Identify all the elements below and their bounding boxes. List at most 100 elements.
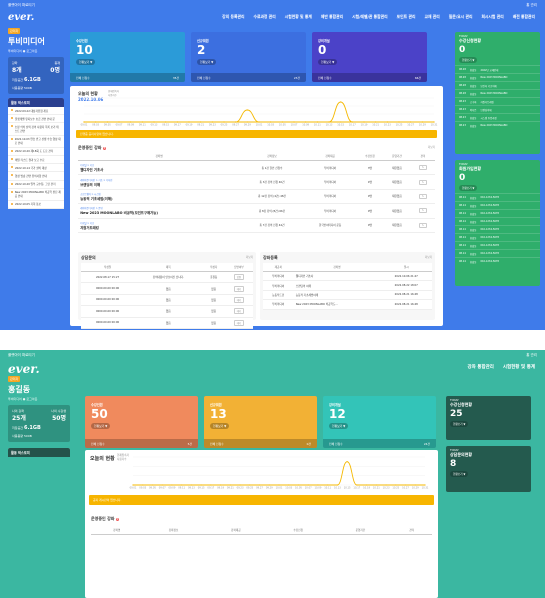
- card-view-button[interactable]: 현황보기 ▼: [76, 59, 96, 65]
- data-point[interactable]: [307, 484, 309, 486]
- data-point[interactable]: [375, 121, 377, 123]
- data-point[interactable]: [132, 484, 134, 486]
- data-point[interactable]: [118, 121, 120, 123]
- table-row[interactable]: 2022.08.17 15:27 강의내용이 안보이신 습니다. 홍길동 답변: [81, 271, 253, 284]
- data-point[interactable]: [398, 121, 400, 123]
- data-point[interactable]: [130, 121, 132, 123]
- data-point[interactable]: [433, 121, 435, 123]
- table-row[interactable]: 투비미디어 New 2023 MOONLABO 비공학도... 2022.08.21…: [263, 299, 432, 310]
- nav-item[interactable]: 질문/요시 관리: [448, 14, 473, 19]
- data-point[interactable]: [414, 484, 416, 486]
- status-item[interactable]: 08.23 고구마 자원거트래킹: [455, 97, 540, 105]
- card-view-button[interactable]: 현황보기 ▼: [210, 423, 230, 429]
- status-item[interactable]: 08.14 홍길동 010-1234-5678: [455, 233, 540, 241]
- data-point[interactable]: [278, 484, 280, 486]
- profile-sub[interactable]: 투비미디어 ● 로그아웃: [8, 397, 38, 401]
- data-point[interactable]: [211, 121, 213, 123]
- data-point[interactable]: [288, 484, 290, 486]
- edit-icon[interactable]: ✎: [418, 165, 427, 171]
- topbar-user[interactable]: 홍 관리: [526, 353, 537, 357]
- data-point[interactable]: [410, 121, 412, 123]
- table-row[interactable]: 0000.00.00 00:00 없음 없음 대기: [81, 305, 253, 318]
- activity-item[interactable]: 2022.10.03 연습 반고 선생 수습 영상 대로 안내: [8, 136, 64, 148]
- nav-item[interactable]: 제반 통합관리: [320, 14, 344, 19]
- data-point[interactable]: [316, 121, 318, 123]
- data-point[interactable]: [246, 109, 248, 111]
- data-point[interactable]: [190, 484, 192, 486]
- nav-item[interactable]: 희시시험 관리: [481, 14, 504, 19]
- course-name[interactable]: 브랜딩의 이해: [80, 182, 101, 187]
- card-view-button[interactable]: 현황보기 ▼: [91, 423, 111, 429]
- table-row[interactable]: 투비미디어 웹디자인 기초사 2022.10.06 21:47: [263, 271, 432, 282]
- data-point[interactable]: [171, 484, 173, 486]
- data-point[interactable]: [268, 484, 270, 486]
- card-view-button[interactable]: 현황보기 ▼: [197, 59, 217, 65]
- status-view-button[interactable]: 현황보기 ▼: [459, 185, 478, 191]
- status-view-button[interactable]: 현황보기 ▼: [450, 421, 469, 427]
- data-point[interactable]: [404, 484, 407, 486]
- course-name[interactable]: 웹디자인 기초사: [80, 168, 104, 173]
- courses-more-link[interactable]: 더보기: [427, 146, 435, 149]
- table-row[interactable]: 능동적드린 능동적 기초세법이해 2022.08.21 16:48: [263, 290, 432, 301]
- logo[interactable]: ever.: [8, 362, 40, 376]
- data-point[interactable]: [340, 121, 342, 123]
- nav-item[interactable]: 강좌 통합관리: [467, 365, 494, 370]
- data-point[interactable]: [340, 101, 342, 103]
- edit-icon[interactable]: ✎: [418, 222, 427, 228]
- data-point[interactable]: [363, 121, 365, 123]
- data-point[interactable]: [200, 484, 202, 486]
- data-point[interactable]: [421, 121, 423, 123]
- notice-bar[interactable]: 진행중 공지사항이 없습니다.: [76, 130, 437, 138]
- nav-item[interactable]: 교재 관리: [424, 14, 440, 19]
- nav-item[interactable]: 수료과정 관리: [253, 14, 276, 19]
- logo[interactable]: ever.: [8, 12, 35, 23]
- status-item[interactable]: 08.14 홍길동 010-1234-5678: [455, 257, 540, 265]
- activity-item[interactable]: 2022.09.22 대상자유형 개요: [8, 107, 64, 116]
- data-point[interactable]: [239, 484, 241, 486]
- data-point[interactable]: [270, 121, 272, 123]
- activity-item[interactable]: 메일 리스트 결과 보고 수료: [8, 156, 64, 165]
- data-point[interactable]: [188, 121, 190, 123]
- status-item[interactable]: 08.28 홍길동 New 2023 MOONLABO: [455, 89, 540, 97]
- status-item[interactable]: 08.14 홍길동 010-1234-5678: [455, 225, 540, 233]
- status-item[interactable]: 08.28 홍길동 2022년 교재안내: [455, 65, 540, 73]
- edit-icon[interactable]: ✎: [418, 208, 427, 214]
- status-item[interactable]: 08.28 홍길동 보린자 기초이해: [455, 81, 540, 89]
- data-point[interactable]: [424, 484, 426, 486]
- data-point[interactable]: [305, 121, 307, 123]
- status-item[interactable]: 08.14 홍길동 010-1234-5678: [455, 249, 540, 257]
- status-view-button[interactable]: 현황보기 ▼: [459, 57, 478, 63]
- data-point[interactable]: [385, 484, 387, 486]
- table-row[interactable]: 0000.00.00 00:00 없음 없음 대기: [81, 317, 253, 329]
- nav-item[interactable]: 강의 등록관리: [222, 14, 245, 19]
- data-point[interactable]: [246, 121, 248, 123]
- activity-item[interactable]: 소정 식의 선택 강의 사용자 목록 보기 테스트 관련: [8, 123, 64, 136]
- data-point[interactable]: [258, 484, 261, 486]
- data-point[interactable]: [258, 121, 260, 123]
- data-point[interactable]: [181, 484, 183, 486]
- data-point[interactable]: [153, 121, 155, 123]
- data-point[interactable]: [220, 484, 222, 486]
- data-point[interactable]: [235, 121, 237, 123]
- data-point[interactable]: [161, 484, 163, 486]
- nav-item[interactable]: 배전 통합관리: [512, 14, 535, 19]
- data-point[interactable]: [106, 121, 108, 123]
- status-item[interactable]: 08.14 홍길동 010-1234-5678: [455, 193, 540, 201]
- activity-item[interactable]: 2022.10.14 국가 설비 대상: [8, 164, 64, 173]
- data-point[interactable]: [95, 121, 97, 123]
- topbar-user[interactable]: 홍 관리: [526, 3, 537, 7]
- status-item[interactable]: 08.23 홍길동 New 2023 MOONLABO: [455, 121, 540, 129]
- course-name[interactable]: 자원거트래킹: [80, 225, 99, 230]
- status-item[interactable]: 08.14 홍길동 010-1234-5678: [455, 209, 540, 217]
- data-point[interactable]: [366, 484, 368, 486]
- edit-icon[interactable]: ✎: [418, 179, 427, 185]
- data-point[interactable]: [356, 484, 358, 486]
- data-point[interactable]: [317, 484, 319, 486]
- notice-bar[interactable]: 공지 게시판이 없습니다.: [89, 495, 434, 505]
- registration-more-link[interactable]: 더보기: [424, 256, 432, 259]
- data-point[interactable]: [151, 484, 154, 486]
- card-view-button[interactable]: 현황보기 ▼: [318, 59, 338, 65]
- profile-sub[interactable]: 투비미디어 ● 로그아웃: [8, 49, 38, 53]
- nav-item[interactable]: 시험/레벨/관 통합관리: [352, 14, 388, 19]
- data-point[interactable]: [200, 121, 202, 123]
